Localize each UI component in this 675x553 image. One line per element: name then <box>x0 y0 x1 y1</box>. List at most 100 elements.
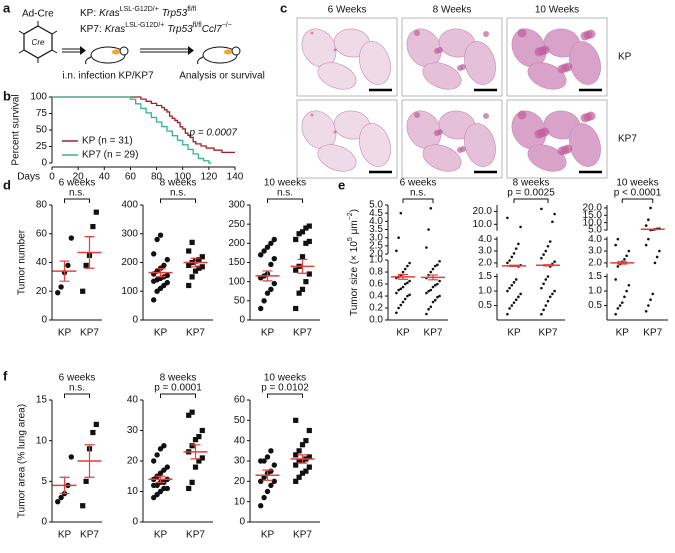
point <box>186 248 192 254</box>
y-tick-label: 150 <box>228 257 245 268</box>
point <box>293 452 299 458</box>
point <box>427 307 430 311</box>
significance-bracket <box>160 198 196 203</box>
point <box>161 443 167 449</box>
point <box>644 310 648 313</box>
error-bar <box>509 264 519 268</box>
point <box>258 252 264 258</box>
y-tick-label: 5 <box>41 476 47 487</box>
virus-spike <box>18 30 25 35</box>
tumor-spot <box>434 48 440 54</box>
point <box>199 254 205 260</box>
point <box>271 280 277 287</box>
y-tick-label: 0.6 <box>369 279 383 290</box>
x-tick-label: 40 <box>99 172 111 183</box>
y-tick-label: 10 <box>234 496 246 507</box>
point <box>649 298 652 302</box>
text-piece: LSL-G12D/+ <box>125 22 164 29</box>
point <box>261 248 267 254</box>
point <box>258 478 264 485</box>
annotation: n.s. <box>277 188 293 199</box>
y-tick-label: 250 <box>228 219 245 230</box>
point <box>508 286 511 290</box>
error-bar <box>190 257 201 268</box>
point <box>58 494 64 501</box>
tumor-spot <box>112 49 120 55</box>
arrow-head <box>80 46 86 55</box>
y-tick-label: 50 <box>234 415 246 426</box>
point <box>614 278 617 281</box>
annotation: n.s. <box>69 383 85 394</box>
legend-label: KP (n = 31) <box>82 136 133 147</box>
text-piece: Ccl7 <box>202 24 222 35</box>
point <box>83 478 89 484</box>
x-tick-label: KP <box>58 328 72 339</box>
point <box>264 244 271 250</box>
point <box>303 438 309 444</box>
x-tick-label: KP7 <box>80 530 99 541</box>
point <box>55 498 61 505</box>
point <box>83 262 89 268</box>
error-bar <box>617 261 628 265</box>
y-tick-label: 20 <box>234 476 246 487</box>
point <box>540 286 543 290</box>
point <box>618 304 622 307</box>
panel-title: 10 weeks <box>616 178 658 189</box>
point <box>293 462 299 468</box>
point <box>553 212 556 216</box>
point <box>164 256 170 263</box>
point <box>553 289 556 293</box>
tumor-spot <box>557 64 567 74</box>
point <box>540 256 543 260</box>
point <box>397 306 400 310</box>
y-tick-label: 20.0 <box>583 203 603 214</box>
legend-label: KP7 (n = 29) <box>82 150 138 161</box>
annotation: p = 0.0102 <box>261 383 309 394</box>
point <box>403 267 407 271</box>
error-bar <box>398 273 408 280</box>
x-tick-label: 60 <box>125 172 137 183</box>
point <box>510 283 514 287</box>
point <box>196 257 202 263</box>
tumor-spot <box>580 113 590 123</box>
point <box>268 468 274 474</box>
point <box>510 255 514 259</box>
y-tick-label: 0 <box>239 517 245 528</box>
error-bar <box>190 444 201 460</box>
y-tick-label: 75 <box>36 108 48 119</box>
point <box>154 236 160 243</box>
x-tick-label: 0 <box>49 172 55 183</box>
point <box>506 261 509 265</box>
point <box>517 295 520 299</box>
point <box>551 220 554 224</box>
tumor-spot <box>457 147 463 153</box>
y-tick-label: 1.0 <box>588 286 602 297</box>
point <box>306 427 312 434</box>
tumor-spot <box>333 48 337 52</box>
image-column-label: 10 Weeks <box>535 5 579 16</box>
point <box>196 434 202 440</box>
error-bar <box>262 469 273 481</box>
y-tick-label: 4.0 <box>369 216 383 227</box>
point <box>399 287 403 291</box>
arrow <box>62 48 82 53</box>
mouse-head <box>119 46 129 56</box>
y-tick-label: 300 <box>228 200 245 211</box>
point <box>303 468 309 474</box>
point <box>401 270 405 274</box>
point <box>192 464 199 470</box>
image-column-label: 8 Weeks <box>433 5 472 16</box>
point <box>296 448 302 454</box>
text-piece: Trp53 <box>162 8 188 19</box>
y-tick-label: 100 <box>228 276 245 287</box>
annotation: n.s. <box>69 188 85 199</box>
point <box>429 270 433 274</box>
y-axis-label: Percent survival <box>11 94 22 165</box>
point <box>65 262 71 269</box>
point <box>510 304 514 307</box>
point <box>519 225 522 229</box>
error-bar <box>155 267 166 278</box>
point <box>299 442 306 448</box>
arrow-head <box>188 46 194 55</box>
y-tick-label: 0.5 <box>588 300 602 311</box>
